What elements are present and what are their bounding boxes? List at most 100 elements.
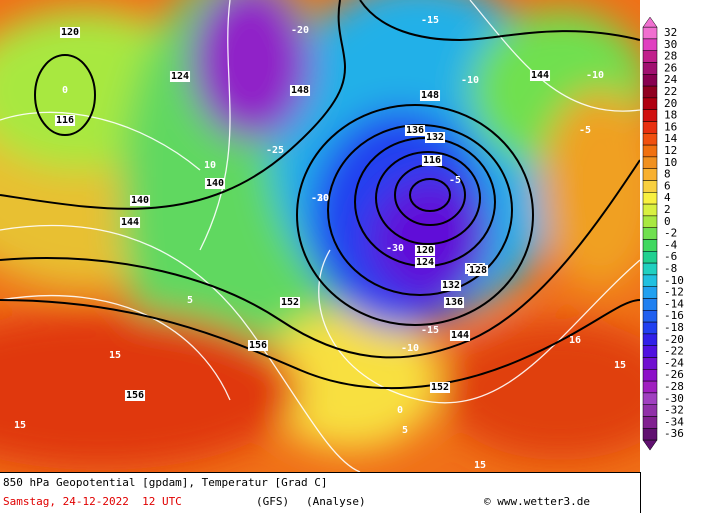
footer-title: 850 hPa Geopotential [gpdam], Temperatur… (3, 476, 328, 489)
contour-label: -20 (311, 193, 329, 204)
colorbar-segment (642, 109, 658, 122)
colorbar-segment (642, 239, 658, 252)
colorbar-segment (642, 251, 658, 264)
contour-label: 15 (14, 420, 26, 431)
contour-label: -15 (421, 325, 439, 336)
colorbar-label: -26 (664, 368, 684, 381)
contour-label-bg (404, 125, 426, 136)
contour-label-bg (289, 85, 311, 96)
colorbar-segment (642, 262, 658, 276)
contour-label: 10 (204, 160, 216, 171)
contour-label-bg (54, 115, 76, 126)
colorbar-label: -36 (664, 427, 684, 440)
colorbar-segment (642, 133, 658, 146)
contour-label: -25 (266, 145, 284, 156)
contour-label: 148 (421, 90, 439, 101)
colorbar-segment (642, 321, 658, 335)
colorbar-segment (642, 380, 658, 394)
contour-label-bg (529, 70, 551, 81)
colorbar-segment (642, 345, 658, 358)
colorbar-label: 20 (664, 97, 677, 110)
colorbar-arrow-bottom (642, 439, 658, 451)
contour-label: -10 (401, 343, 419, 354)
contour-label: 144 (121, 217, 139, 228)
colorbar-label: 14 (664, 132, 678, 145)
colorbar-label: 32 (664, 26, 677, 39)
contour-label: 144 (531, 70, 549, 81)
colorbar-label: -4 (664, 238, 678, 251)
colorbar-label: 6 (664, 179, 671, 192)
contour-label-bg (424, 132, 446, 143)
colorbar-segment (642, 26, 658, 40)
colorbar-label: 30 (664, 38, 677, 51)
footer: 850 hPa Geopotential [gpdam], Temperatur… (0, 472, 641, 513)
contour-label-bg (204, 178, 226, 189)
colorbar-label: 10 (664, 156, 677, 169)
contour-label: -20 (291, 25, 309, 36)
contour-label-bg (414, 245, 436, 256)
colorbar-label: 12 (664, 144, 677, 157)
colorbar-segment (642, 156, 658, 169)
colorbar-label: 2 (664, 203, 671, 216)
contour-label: 15 (474, 460, 486, 471)
contour-label: 124 (171, 71, 189, 82)
contour-label: 16 (569, 335, 581, 346)
colorbar-label: -2 (664, 227, 677, 240)
colorbar-label: 18 (664, 109, 677, 122)
contour-label: 132 (426, 132, 444, 143)
colorbar-label: 24 (664, 73, 678, 86)
colorbar-segment (642, 215, 658, 228)
colorbar-label: 0 (664, 215, 671, 228)
colorbar-segment (642, 74, 658, 87)
footer-model: (GFS) (256, 495, 290, 508)
colorbar-segment (642, 97, 658, 110)
contour-label: 5 (402, 425, 408, 436)
colorbar-segment (642, 392, 658, 405)
colorbar-label: -30 (664, 392, 684, 405)
contour-label: 0 (62, 85, 68, 96)
colorbar-label: 8 (664, 168, 671, 181)
colorbar-segment (642, 286, 658, 299)
colorbar-label: -22 (664, 345, 684, 358)
contour-label: 15 (614, 360, 626, 371)
contour-label-bg (429, 382, 451, 393)
colorbar-segment (642, 227, 658, 240)
colorbar-segment (642, 38, 658, 51)
contour-label: 132 (442, 280, 460, 291)
colorbar-segment (642, 369, 658, 382)
contour-label: 120 (61, 27, 79, 38)
contour-label: -10 (586, 70, 604, 81)
colorbar-label: -12 (664, 286, 684, 299)
contour-label: 148 (291, 85, 309, 96)
contour-label: 140 (131, 195, 149, 206)
colorbar-label: -8 (664, 262, 677, 275)
contour-label: 116 (56, 115, 74, 126)
contour-label: 152 (431, 382, 449, 393)
contour-label-bg (119, 217, 141, 228)
contour-label-bg (414, 257, 436, 268)
contour-label: 152 (281, 297, 299, 308)
colorbar-segment (642, 168, 658, 181)
colorbar-segment (642, 404, 658, 417)
colorbar-segment (642, 428, 658, 441)
colorbar-label: 28 (664, 50, 677, 63)
contour-label: -5 (449, 175, 461, 186)
contour-label: -10 (461, 75, 479, 86)
colorbar-segment (642, 121, 658, 134)
colorbar-label: -32 (664, 404, 684, 417)
colorbar-label: -6 (664, 250, 677, 263)
contour-label-bg (421, 155, 443, 166)
colorbar-segment (642, 192, 658, 205)
contour-label: 156 (126, 390, 144, 401)
contour-label-bg (443, 297, 465, 308)
contour-label: 136 (406, 125, 424, 136)
contour-label-bg (449, 330, 471, 341)
colorbar-segment (642, 274, 658, 287)
contour-label: 136 (445, 297, 463, 308)
footer-run: (Analyse) (306, 495, 366, 508)
colorbar-label: -24 (664, 356, 684, 369)
colorbar-segment (642, 144, 658, 158)
contour-label: -5 (579, 125, 591, 136)
contour-label: 144 (451, 330, 469, 341)
